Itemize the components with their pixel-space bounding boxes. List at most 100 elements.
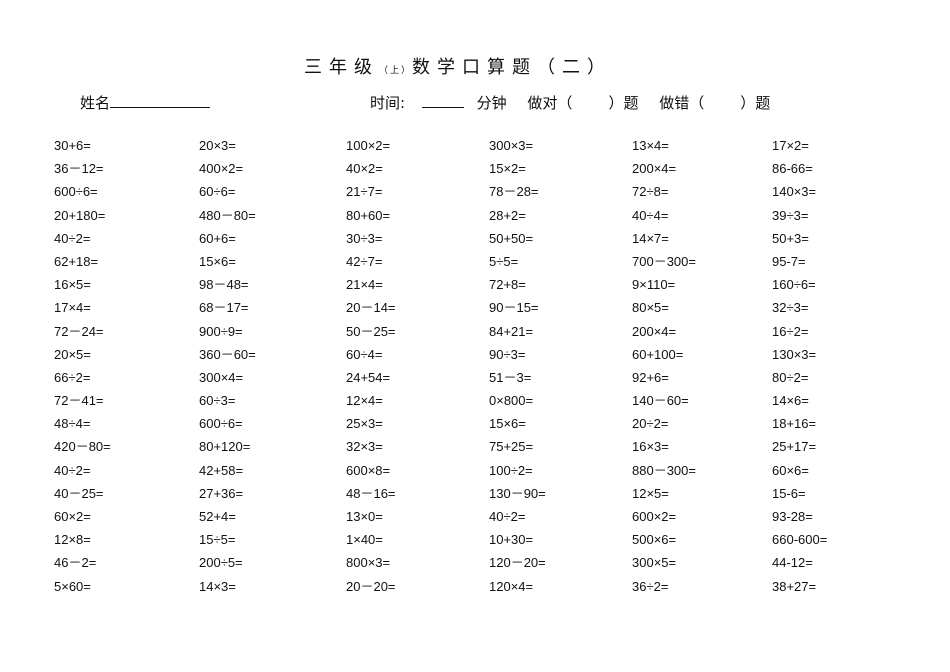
arithmetic-problem: 30+6= [54, 138, 91, 153]
arithmetic-problem: 420－80= [54, 439, 111, 455]
arithmetic-problem: 660-600= [772, 532, 828, 548]
arithmetic-problem: 40×2= [346, 161, 383, 177]
arithmetic-problem: 36÷2= [632, 578, 669, 594]
arithmetic-problem: 16×5= [54, 277, 91, 293]
arithmetic-problem: 15-6= [772, 485, 806, 501]
arithmetic-problem: 20÷2= [632, 416, 669, 432]
arithmetic-problem: 21÷7= [346, 184, 383, 200]
arithmetic-problem: 44-12= [772, 555, 813, 571]
arithmetic-problem: 90－15= [489, 300, 539, 316]
arithmetic-problem: 20－20= [346, 578, 396, 594]
arithmetic-problem: 13×0= [346, 509, 383, 524]
arithmetic-problem: 600×8= [346, 462, 391, 478]
time-blank[interactable] [421, 92, 464, 108]
arithmetic-problem: 480－80= [199, 207, 256, 223]
arithmetic-problem: 0×800= [489, 393, 534, 409]
arithmetic-problem: 24+54= [346, 369, 391, 385]
correct-label: 做对（ [527, 94, 573, 112]
arithmetic-problem: 60÷3= [199, 393, 236, 409]
arithmetic-problem: 100÷2= [489, 462, 533, 478]
arithmetic-problem: 140－60= [632, 393, 689, 409]
arithmetic-problem: 40÷2= [489, 509, 526, 524]
arithmetic-problem: 32×3= [346, 439, 383, 455]
arithmetic-problem: 100×2= [346, 138, 391, 153]
arithmetic-problem: 38+27= [772, 578, 817, 594]
name-blank[interactable] [110, 92, 211, 108]
arithmetic-problem: 9×110= [632, 277, 676, 293]
arithmetic-problem: 360－60= [199, 346, 256, 362]
arithmetic-problem: 130×3= [772, 346, 817, 362]
arithmetic-problem: 72÷8= [632, 184, 669, 200]
problem-column: 100×2= 40×2= 21÷7= 80+60= 30÷3= 42÷7= 21×4= 20－… [346, 137, 396, 601]
arithmetic-problem: 51－3= [489, 369, 532, 385]
time-label: 时间: [370, 94, 406, 112]
arithmetic-problem: 36－12= [54, 161, 104, 177]
score-line: 时间: 分钟 做对（ ）题 做错（ ）题 [370, 92, 770, 113]
arithmetic-problem: 400×2= [199, 161, 244, 177]
problem-column: 13×4= 200×4= 72÷8= 40÷4= 14×7= 700－300= 9×110=… [632, 137, 696, 601]
arithmetic-problem: 12×8= [54, 532, 91, 548]
arithmetic-problem: 200÷5= [199, 555, 243, 571]
arithmetic-problem: 5×60= [54, 578, 91, 594]
title-subject: 数学口算题（二） [412, 57, 612, 78]
arithmetic-problem: 60×6= [772, 462, 809, 478]
arithmetic-problem: 75+25= [489, 439, 534, 455]
arithmetic-problem: 95-7= [772, 253, 806, 269]
arithmetic-problem: 20×3= [199, 138, 236, 153]
arithmetic-problem: 200×4= [632, 323, 677, 339]
arithmetic-problem: 40÷4= [632, 207, 669, 223]
arithmetic-problem: 80×5= [632, 300, 669, 316]
problem-column: 30+6= 36－12= 600÷6= 20+180= 40÷2= 62+18= 16×5=… [54, 137, 111, 601]
minutes-label: 分钟 [476, 94, 507, 112]
title-term: （上） [378, 66, 412, 76]
arithmetic-problem: 600÷6= [54, 184, 98, 200]
arithmetic-problem: 700－300= [632, 253, 696, 269]
arithmetic-problem: 80÷2= [772, 369, 809, 385]
arithmetic-problem: 48÷4= [54, 416, 91, 432]
arithmetic-problem: 600×2= [632, 509, 677, 524]
arithmetic-problem: 20+180= [54, 207, 106, 223]
arithmetic-problem: 14×3= [199, 578, 236, 594]
arithmetic-problem: 16×3= [632, 439, 669, 455]
name-label: 姓名 [80, 94, 111, 112]
arithmetic-problem: 200×4= [632, 161, 677, 177]
arithmetic-problem: 15×6= [489, 416, 526, 432]
arithmetic-problem: 18+16= [772, 416, 817, 432]
arithmetic-problem: 17×2= [772, 138, 809, 153]
arithmetic-problem: 84+21= [489, 323, 534, 339]
arithmetic-problem: 500×6= [632, 532, 677, 548]
arithmetic-problem: 92+6= [632, 369, 669, 385]
arithmetic-problem: 14×7= [632, 230, 669, 246]
arithmetic-problem: 14×6= [772, 393, 809, 409]
arithmetic-problem: 10+30= [489, 532, 534, 548]
arithmetic-problem: 72－24= [54, 323, 104, 339]
arithmetic-problem: 5÷5= [489, 253, 519, 269]
wrong-label: 做错（ [659, 94, 705, 112]
arithmetic-problem: 15×2= [489, 161, 526, 177]
arithmetic-problem: 46－2= [54, 555, 97, 571]
arithmetic-problem: 1×40= [346, 532, 383, 548]
arithmetic-problem: 130－90= [489, 485, 546, 501]
arithmetic-problem: 17×4= [54, 300, 91, 316]
arithmetic-problem: 600÷6= [199, 416, 243, 432]
page-title: 三年级（上）数学口算题（二） [0, 53, 916, 79]
arithmetic-problem: 80+120= [199, 439, 251, 455]
arithmetic-problem: 300×5= [632, 555, 677, 571]
arithmetic-problem: 60×2= [54, 509, 91, 524]
arithmetic-problem: 60+100= [632, 346, 684, 362]
arithmetic-problem: 120－20= [489, 555, 546, 571]
arithmetic-problem: 28+2= [489, 207, 526, 223]
arithmetic-problem: 68－17= [199, 300, 249, 316]
arithmetic-problem: 15×6= [199, 253, 236, 269]
arithmetic-problem: 300×3= [489, 138, 534, 153]
arithmetic-problem: 300×4= [199, 369, 244, 385]
name-field: 姓名 [80, 92, 211, 113]
wrong-suffix: ）题 [740, 94, 771, 112]
arithmetic-problem: 20－14= [346, 300, 396, 316]
arithmetic-problem: 25×3= [346, 416, 383, 432]
arithmetic-problem: 80+60= [346, 207, 391, 223]
arithmetic-problem: 12×4= [346, 393, 383, 409]
arithmetic-problem: 72+8= [489, 277, 526, 293]
arithmetic-problem: 160÷6= [772, 277, 816, 293]
arithmetic-problem: 60÷6= [199, 184, 236, 200]
